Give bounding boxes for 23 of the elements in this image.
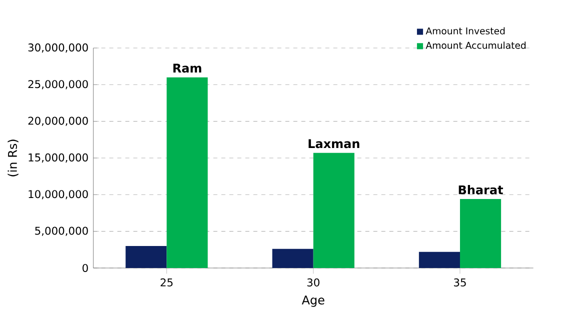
bar bbox=[460, 199, 502, 268]
legend-label: Amount Accumulated bbox=[426, 42, 526, 49]
bar bbox=[166, 77, 208, 268]
bar bbox=[126, 246, 167, 268]
legend-label: Amount Invested bbox=[426, 27, 505, 34]
annotation: Laxman bbox=[308, 139, 360, 148]
y-axis-title: (in Rs) bbox=[8, 140, 18, 176]
x-tick-label: 25 bbox=[160, 278, 173, 286]
annotation: Bharat bbox=[458, 185, 504, 194]
x-axis-title: Age bbox=[302, 296, 324, 307]
x-tick-label: 35 bbox=[454, 278, 466, 286]
y-tick-label: 25,000,000 bbox=[28, 80, 88, 90]
x-tick-label: 30 bbox=[307, 278, 320, 286]
y-tick-label: 0 bbox=[82, 264, 88, 272]
bar bbox=[272, 248, 314, 268]
y-tick-label: 10,000,000 bbox=[28, 190, 88, 200]
y-tick-label: 5,000,000 bbox=[35, 226, 88, 236]
annotation: Ram bbox=[173, 64, 202, 73]
bar bbox=[418, 252, 460, 268]
bar bbox=[313, 152, 354, 268]
y-tick-label: 15,000,000 bbox=[28, 153, 88, 163]
y-tick-label: 20,000,000 bbox=[28, 116, 88, 126]
y-tick-label: 30,000,000 bbox=[28, 43, 88, 53]
